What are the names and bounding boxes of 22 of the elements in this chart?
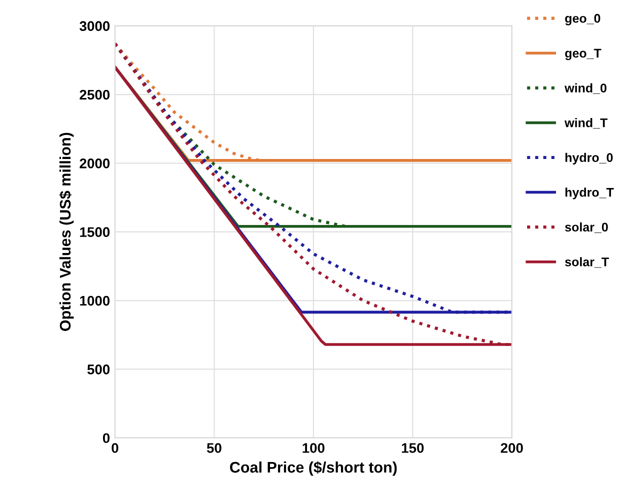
- legend-label: geo_T: [565, 48, 602, 60]
- x-tick-label: 150: [402, 443, 424, 453]
- y-tick-label: 3000: [80, 21, 110, 32]
- y-tick-label: 0: [102, 433, 110, 444]
- legend-label: hydro_T: [565, 188, 614, 200]
- x-tick-label: 50: [206, 443, 222, 453]
- x-tick-label: 200: [500, 443, 523, 453]
- y-tick-label: 2000: [80, 158, 110, 168]
- y-tick-label: 500: [87, 364, 110, 374]
- x-tick-label: 0: [112, 443, 118, 453]
- legend-label: solar_0: [565, 222, 608, 233]
- legend-label: geo_0: [565, 14, 600, 26]
- legend-label: wind_T: [564, 118, 608, 129]
- y-axis-title: Option Values (US$ million): [59, 132, 74, 331]
- legend-label: solar_T: [565, 257, 609, 268]
- legend-label: wind_0: [564, 83, 606, 94]
- y-tick-label: 1000: [80, 296, 110, 306]
- x-tick-label: 100: [302, 443, 324, 453]
- legend-label: hydro_0: [565, 152, 613, 164]
- x-axis-title: Coal Price ($/short ton): [230, 461, 397, 476]
- y-tick-label: 2500: [80, 90, 110, 100]
- y-tick-label: 1500: [80, 227, 110, 238]
